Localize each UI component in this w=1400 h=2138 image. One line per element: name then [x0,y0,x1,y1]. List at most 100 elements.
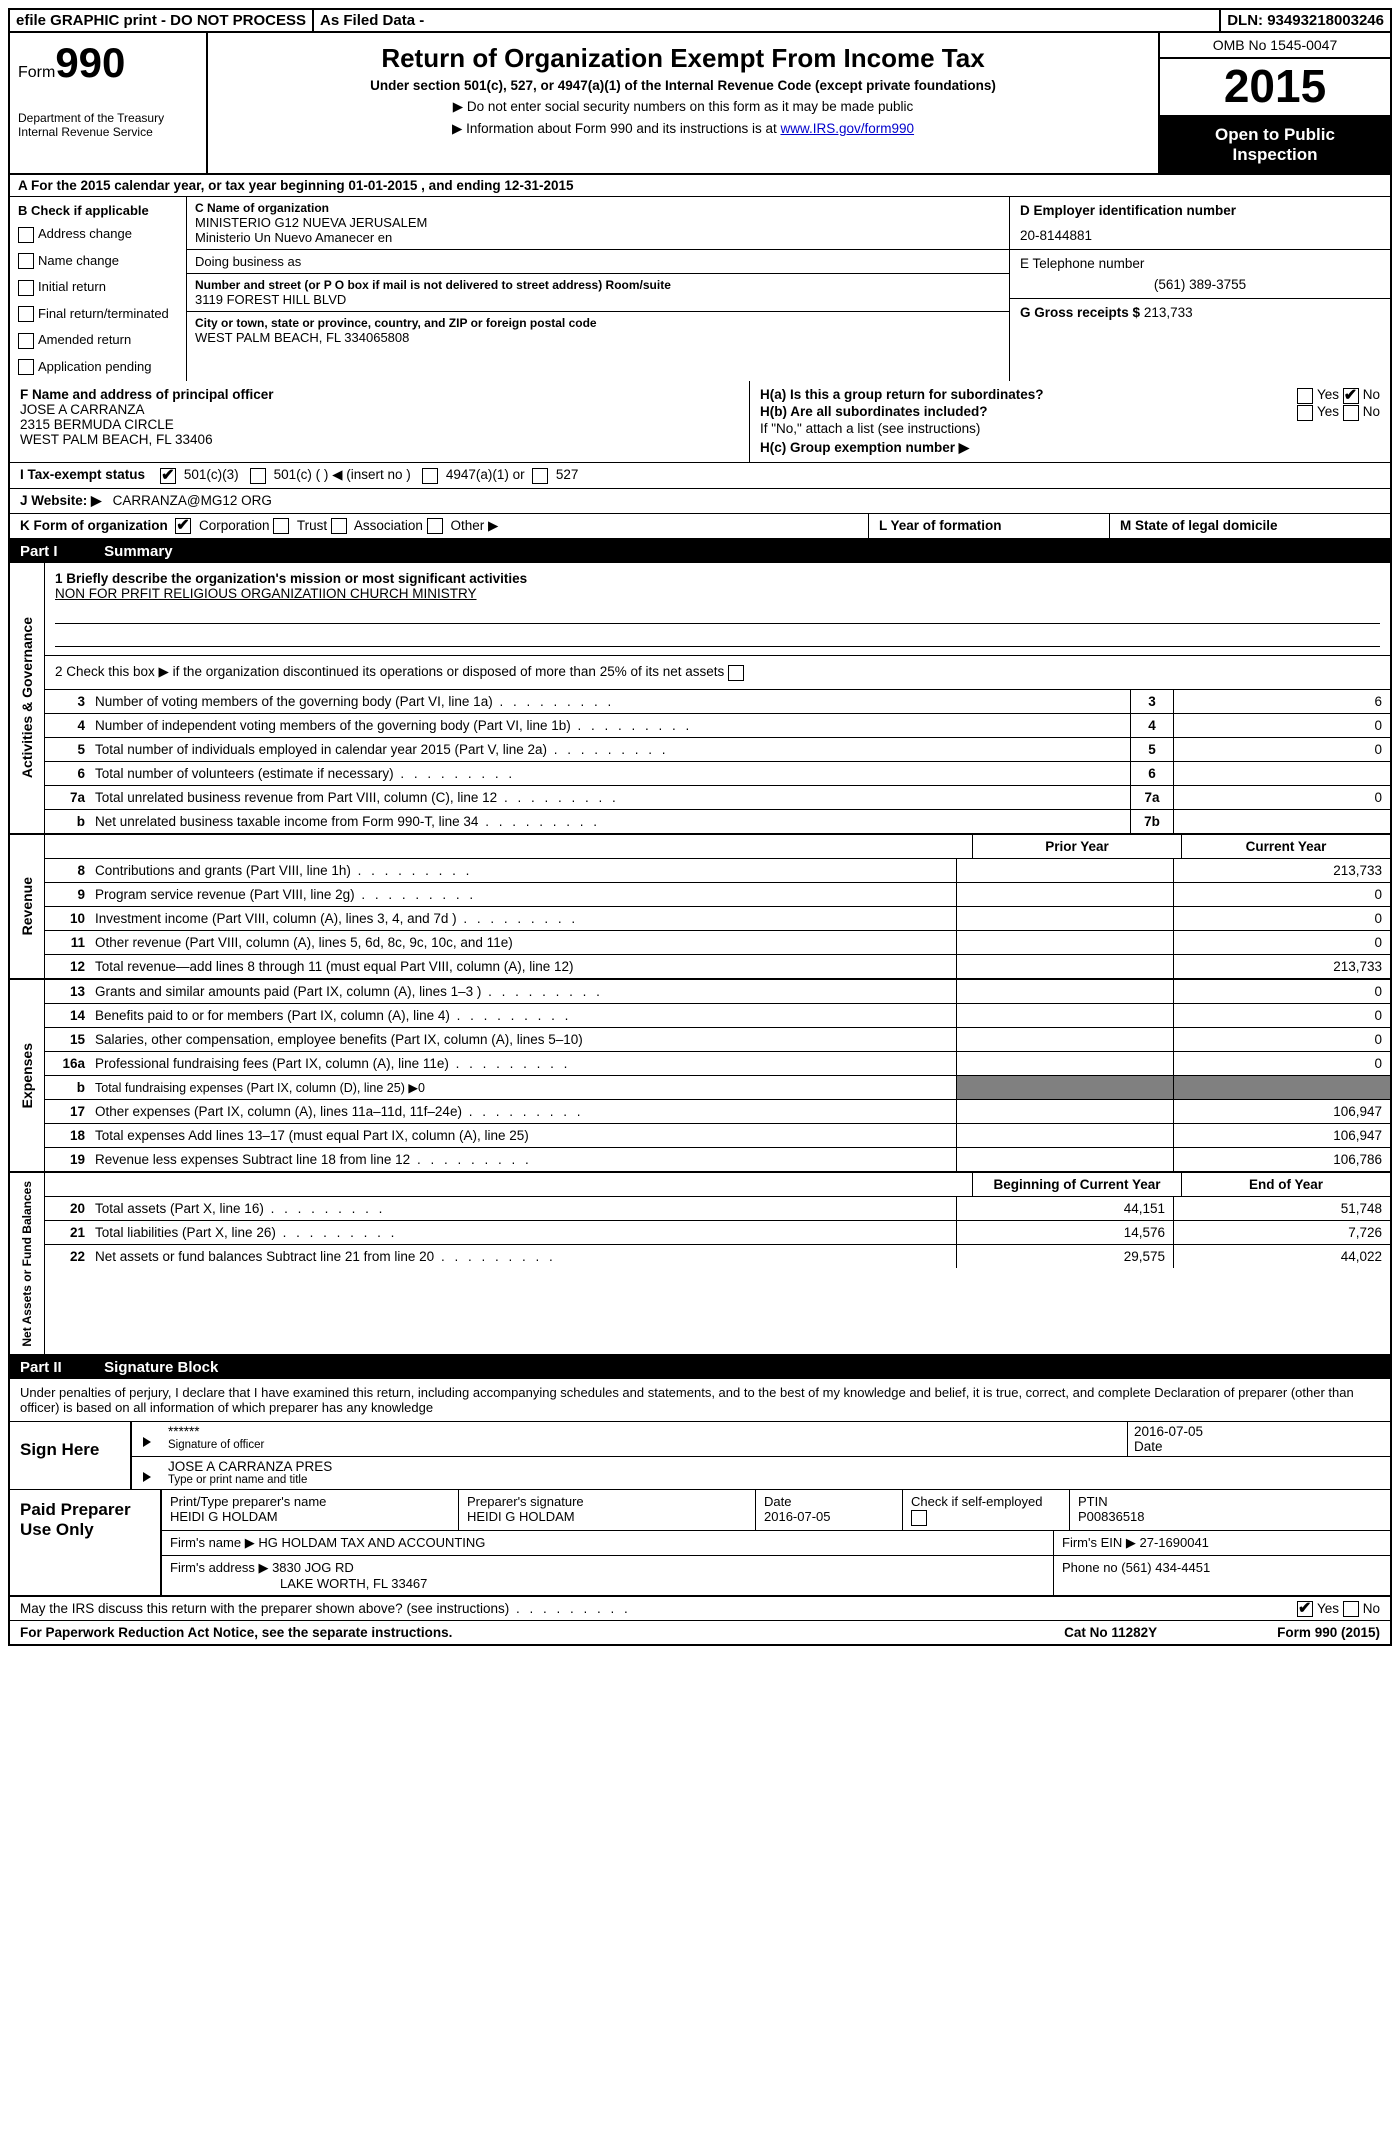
row-8: 8Contributions and grants (Part VIII, li… [45,859,1390,883]
cb-501c3[interactable] [160,468,176,484]
dln: DLN: 93493218003246 [1221,10,1390,31]
signature-block: Under penalties of perjury, I declare th… [8,1379,1392,1597]
row-16b: bTotal fundraising expenses (Part IX, co… [45,1076,1390,1100]
form-ref: Form 990 (2015) [1277,1625,1380,1640]
cb-name-change[interactable] [18,253,34,269]
row-3: 3Number of voting members of the governi… [45,690,1390,714]
tax-year: 2015 [1160,59,1390,117]
preparer-name: HEIDI G HOLDAM [170,1509,450,1524]
hdr-beginning: Beginning of Current Year [972,1173,1181,1196]
cb-self-employed[interactable] [911,1510,927,1526]
cb-assoc[interactable] [331,518,347,534]
section-governance: Activities & Governance 1 Briefly descri… [8,563,1392,834]
cb-ha-no[interactable] [1343,388,1359,404]
row-11: 11Other revenue (Part VIII, column (A), … [45,931,1390,955]
firm-addr1: 3830 JOG RD [272,1560,354,1575]
cb-discuss-yes[interactable] [1297,1601,1313,1617]
signature-mask: ****** [168,1424,1121,1439]
row-a-tax-year: A For the 2015 calendar year, or tax yea… [8,175,1392,197]
efile-notice: efile GRAPHIC print - DO NOT PROCESS [10,10,314,31]
irs-link[interactable]: www.IRS.gov/form990 [780,121,914,136]
row-15: 15Salaries, other compensation, employee… [45,1028,1390,1052]
cb-other[interactable] [427,518,443,534]
row-12: 12Total revenue—add lines 8 through 11 (… [45,955,1390,978]
ptin: P00836518 [1078,1509,1382,1524]
perjury-declaration: Under penalties of perjury, I declare th… [10,1379,1390,1422]
org-name-2: Ministerio Un Nuevo Amanecer en [195,230,1001,245]
hdr-current: Current Year [1181,835,1390,858]
row-7a: 7aTotal unrelated business revenue from … [45,786,1390,810]
tab-governance: Activities & Governance [19,609,35,786]
paid-preparer-label: Paid Preparer Use Only [10,1490,162,1595]
firm-addr2: LAKE WORTH, FL 33467 [280,1576,427,1591]
cb-trust[interactable] [273,518,289,534]
irs: Internal Revenue Service [18,125,198,139]
city-state-zip: WEST PALM BEACH, FL 334065808 [195,330,1001,345]
cb-4947[interactable] [422,468,438,484]
cb-final-return[interactable] [18,306,34,322]
block-b-c-d: B Check if applicable Address change Nam… [8,197,1392,381]
section-d-e-g: D Employer identification number 20-8144… [1010,197,1390,381]
section-c: C Name of organization MINISTERIO G12 NU… [187,197,1010,381]
cb-discontinued[interactable] [728,665,744,681]
sign-arrow-icon-2 [132,1457,162,1489]
row-19: 19Revenue less expenses Subtract line 18… [45,1148,1390,1171]
cb-hb-no[interactable] [1343,405,1359,421]
preparer-sig: HEIDI G HOLDAM [467,1509,747,1524]
row-17: 17Other expenses (Part IX, column (A), l… [45,1100,1390,1124]
cb-527[interactable] [532,468,548,484]
top-bar: efile GRAPHIC print - DO NOT PROCESS As … [8,8,1392,33]
officer-addr1: 2315 BERMUDA CIRCLE [20,417,739,432]
hdr-prior: Prior Year [972,835,1181,858]
cb-initial-return[interactable] [18,280,34,296]
open-to-public: Open to Public Inspection [1160,117,1390,173]
officer-name: JOSE A CARRANZA [20,402,739,417]
gross-receipts: 213,733 [1144,305,1193,320]
cb-hb-yes[interactable] [1297,405,1313,421]
row-21: 21Total liabilities (Part X, line 26)14,… [45,1221,1390,1245]
officer-addr2: WEST PALM BEACH, FL 33406 [20,432,739,447]
prep-date: 2016-07-05 [764,1509,894,1524]
tab-revenue: Revenue [19,869,35,943]
website: CARRANZA@MG12 ORG [113,493,272,508]
officer-name-title: JOSE A CARRANZA PRES [168,1459,1384,1474]
section-net-assets: Net Assets or Fund Balances Beginning of… [8,1173,1392,1357]
cb-address-change[interactable] [18,227,34,243]
row-13: 13Grants and similar amounts paid (Part … [45,980,1390,1004]
sign-here-label: Sign Here [10,1422,132,1489]
dept-treasury: Department of the Treasury [18,111,198,125]
form-note-2: ▶ Information about Form 990 and its ins… [220,121,1146,137]
h-c: H(c) Group exemption number ▶ [760,440,1380,456]
q2: 2 Check this box ▶ if the organization d… [45,656,1390,689]
tab-net-assets: Net Assets or Fund Balances [20,1173,34,1355]
row-14: 14Benefits paid to or for members (Part … [45,1004,1390,1028]
cb-501c[interactable] [250,468,266,484]
firm-phone: (561) 434-4451 [1121,1560,1210,1575]
row-7b: bNet unrelated business taxable income f… [45,810,1390,833]
phone: (561) 389-3755 [1020,277,1380,292]
row-10: 10Investment income (Part VIII, column (… [45,907,1390,931]
ein: 20-8144881 [1020,228,1380,243]
cb-ha-yes[interactable] [1297,388,1313,404]
may-discuss: May the IRS discuss this return with the… [8,1597,1392,1621]
part-1-header: Part I Summary [8,540,1392,563]
row-9: 9Program service revenue (Part VIII, lin… [45,883,1390,907]
form-subtitle: Under section 501(c), 527, or 4947(a)(1)… [220,78,1146,93]
as-filed: As Filed Data - [314,10,1221,31]
row-5: 5Total number of individuals employed in… [45,738,1390,762]
h-b: H(b) Are all subordinates included? Yes … [760,404,1380,419]
h-ifno: If "No," attach a list (see instructions… [760,421,1380,436]
page-footer: For Paperwork Reduction Act Notice, see … [8,1621,1392,1646]
cb-corp[interactable] [175,518,191,534]
mission-text: NON FOR PRFIT RELIGIOUS ORGANIZATIION CH… [55,586,1380,601]
form-note-1: ▶ Do not enter social security numbers o… [220,99,1146,115]
year-formation: L Year of formation [879,518,1002,533]
row-i: I Tax-exempt status 501(c)(3) 501(c) ( )… [8,463,1392,488]
row-4: 4Number of independent voting members of… [45,714,1390,738]
row-22: 22Net assets or fund balances Subtract l… [45,1245,1390,1268]
cb-app-pending[interactable] [18,359,34,375]
dba-label: Doing business as [195,254,1001,269]
cb-discuss-no[interactable] [1343,1601,1359,1617]
org-name-1: MINISTERIO G12 NUEVA JERUSALEM [195,215,1001,230]
cb-amended[interactable] [18,333,34,349]
